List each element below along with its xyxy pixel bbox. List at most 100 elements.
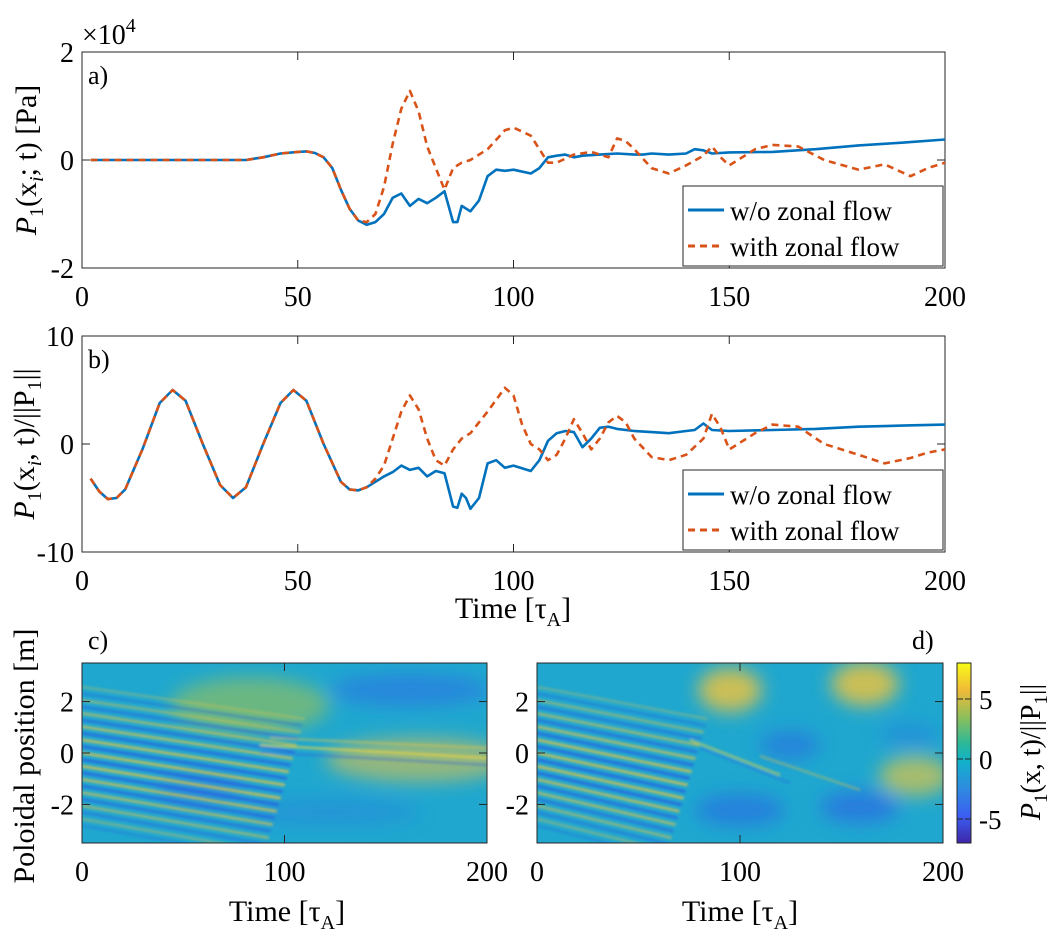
wave-stripe (82, 698, 301, 734)
colorbar-tick-label: 5 (979, 685, 993, 715)
y-tick-label: 0 (515, 739, 529, 770)
x-tick-label: 100 (264, 857, 306, 888)
wave-stripe (537, 758, 686, 793)
wave-stripe (537, 738, 692, 774)
y-tick-label: -2 (506, 790, 529, 821)
wave-stripe (537, 764, 684, 800)
wave-stripe (537, 705, 702, 741)
wave-stripe (82, 811, 267, 843)
wave-stripe (537, 811, 670, 843)
wave-stripe (537, 817, 641, 843)
panel-b-legend-label-2: with zonal flow (730, 516, 900, 546)
y-tick-label: -2 (51, 254, 74, 285)
wave-stripe (82, 685, 305, 721)
x-tick-label: 200 (924, 566, 966, 597)
panel-b-xlabel: Time [τA] (455, 592, 571, 631)
panel-c-ylabel: Poloidal position [m] (8, 629, 41, 884)
panel-a: 0 50 100 150 200-202 a) ×104 P1(xi; t) [Pa] … (10, 15, 966, 313)
wave-stripe (689, 738, 781, 777)
x-tick-label: 0 (75, 857, 89, 888)
wave-stripe (537, 698, 704, 734)
panel-b-legend: w/o zonal flow with zonal flow (682, 469, 944, 551)
panel-c-ticks: 0 100 200 -2 0 2 (51, 663, 508, 888)
wave-stripe (537, 771, 682, 807)
x-tick-label: 100 (493, 282, 535, 313)
x-tick-label: 200 (466, 857, 508, 888)
wave-stripe (537, 784, 678, 820)
wave-stripe (537, 804, 672, 840)
x-tick-label: 0 (530, 857, 544, 888)
panel-d: 0 100 200 -2 0 2 d) Time [τA] 5 0 -5 P1(x, t)/|… (506, 626, 1051, 934)
colorbar-tick-label: 0 (979, 745, 993, 775)
wave-stripe (699, 746, 791, 785)
wave-stripe (759, 754, 861, 792)
panel-a-lines (90, 89, 945, 227)
panel-d-heatmap (537, 663, 943, 843)
wave-stripe (82, 784, 275, 820)
panel-d-label: d) (912, 626, 934, 655)
panel-a-legend: w/o zonal flow with zonal flow (682, 185, 944, 267)
y-tick-label: 2 (60, 688, 74, 719)
x-tick-label: 50 (284, 282, 312, 313)
x-tick-label: 200 (924, 282, 966, 313)
y-tick-label: 0 (60, 146, 74, 177)
panel-a-label: a) (88, 61, 108, 90)
wave-stripe (82, 751, 285, 787)
wave-stripe (82, 731, 291, 767)
wave-stripe (82, 764, 281, 800)
panel-a-legend-box (682, 185, 944, 267)
wave-stripe (82, 738, 289, 774)
wave-stripe (82, 804, 269, 840)
wave-stripe (537, 725, 696, 760)
panel-b-legend-label-1: w/o zonal flow (730, 480, 892, 510)
panel-b-legend-box (682, 469, 944, 551)
wave-stripe (82, 791, 273, 826)
panel-b-label: b) (88, 345, 110, 374)
x-tick-label: 200 (922, 857, 964, 888)
panel-b-lines (89, 386, 945, 511)
wave-stripe (537, 692, 706, 727)
wave-stripe (259, 750, 487, 767)
x-tick-label: 0 (75, 282, 89, 313)
colorbar-tick-label: -5 (979, 805, 1002, 835)
y-tick-label: 10 (46, 322, 74, 353)
wave-stripe (82, 824, 188, 843)
panel-b-ylabel: P1(xi, t)/||P1|| (8, 368, 46, 520)
wave-stripe (537, 731, 694, 767)
wave-stripe (82, 712, 297, 747)
y-tick-label: -2 (51, 790, 74, 821)
panel-a-ticks: 0 50 100 150 200-202 (51, 38, 966, 313)
panel-c: 0 100 200 -2 0 2 c) Poloidal position [m] Tim… (8, 626, 508, 934)
series-line-2 (90, 89, 945, 224)
wave-stripe (537, 778, 680, 813)
wave-stripe (537, 745, 690, 780)
wave-stripe (82, 745, 287, 780)
x-tick-label: 150 (708, 282, 750, 313)
colorbar-ticks: 5 0 -5 (957, 685, 1002, 835)
panel-d-ticks: 0 100 200 -2 0 2 (506, 663, 964, 888)
panel-d-xlabel: Time [τA] (682, 895, 798, 934)
wave-stripe (82, 817, 227, 843)
colorbar: 5 0 -5 P1(x, t)/||P1|| (956, 662, 1051, 844)
y-tick-label: -10 (37, 538, 74, 569)
wave-stripe (537, 712, 700, 747)
x-tick-label: 50 (284, 566, 312, 597)
wave-stripe (82, 758, 283, 793)
wave-stripe (537, 751, 688, 787)
x-tick-label: 150 (708, 566, 750, 597)
wave-stripe (82, 705, 299, 741)
x-tick-label: 100 (719, 857, 761, 888)
wave-stripe (259, 743, 487, 760)
wave-stripe (537, 791, 676, 826)
colorbar-label: P1(x, t)/||P1|| (1016, 684, 1051, 821)
panel-c-xlabel: Time [τA] (229, 895, 345, 934)
wave-stripe (82, 797, 271, 833)
panel-c-label: c) (88, 626, 108, 655)
panel-c-heatmap (82, 663, 487, 843)
series-line-2 (89, 386, 945, 501)
wave-stripe (82, 692, 303, 727)
x-tick-label: 0 (75, 566, 89, 597)
